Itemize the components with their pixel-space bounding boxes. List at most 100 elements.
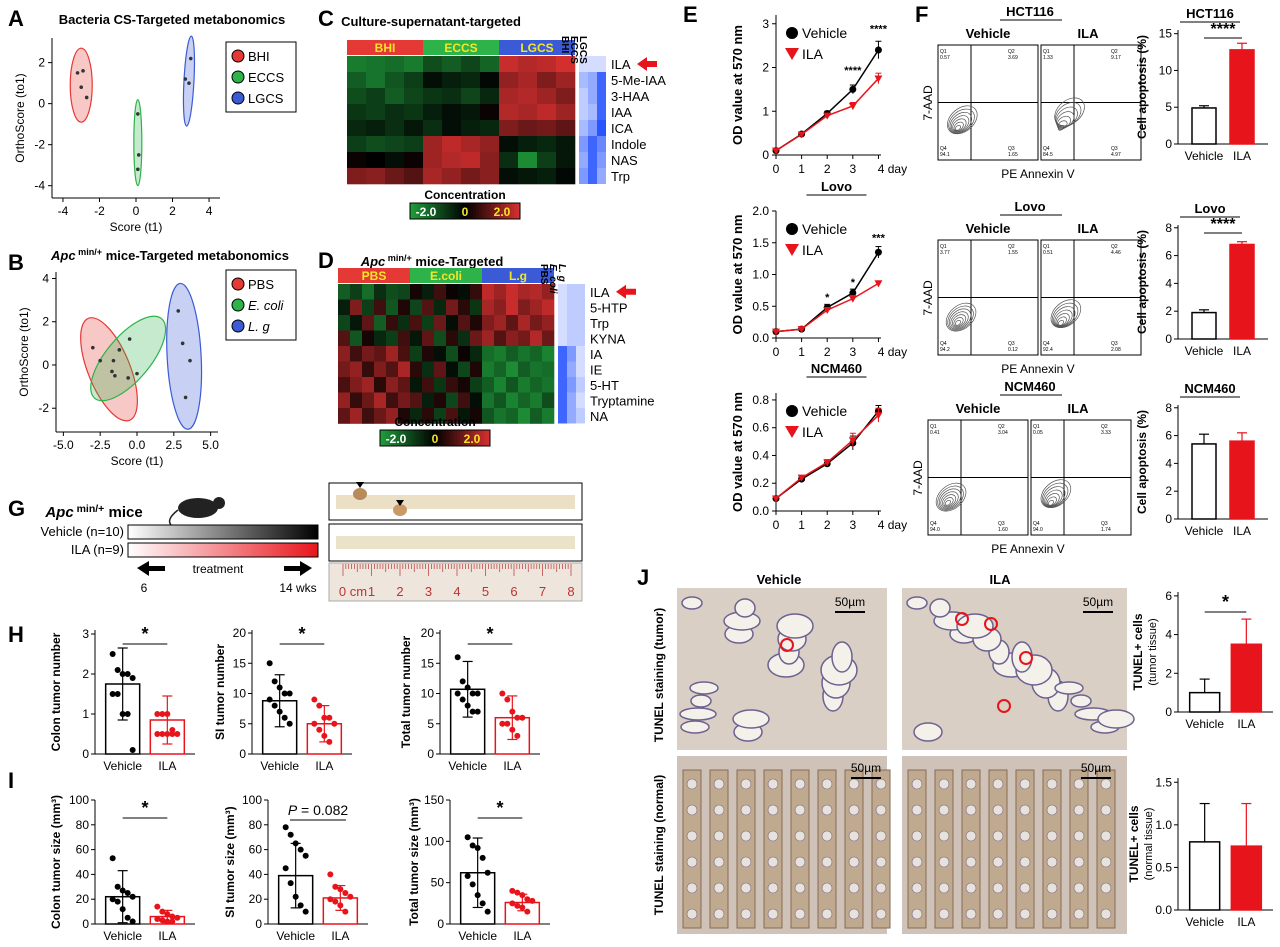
panel-c-title: Culture-supernatant-targeted bbox=[341, 14, 521, 29]
data-point bbox=[114, 667, 121, 673]
significance-label: * bbox=[141, 624, 148, 644]
goblet-cell bbox=[713, 856, 725, 868]
heat-cell bbox=[458, 361, 471, 378]
heat-cell bbox=[410, 408, 423, 424]
ruler-label: 2 bbox=[396, 584, 403, 599]
data-point bbox=[337, 886, 344, 893]
legend-label: LGCS bbox=[248, 91, 284, 106]
heat-cell bbox=[423, 88, 443, 105]
goblet-cell bbox=[1019, 804, 1031, 816]
heat-cell bbox=[480, 72, 500, 89]
panel-i-chart-0: 0 20 40 60 80 100 Vehicle ILA Colon tumor size (… bbox=[49, 793, 195, 943]
data-point bbox=[321, 714, 328, 721]
heat-cell bbox=[461, 152, 481, 169]
goblet-cell bbox=[848, 882, 860, 894]
bar bbox=[1188, 691, 1221, 713]
heat-cell bbox=[482, 299, 495, 316]
goblet-cell bbox=[1019, 778, 1031, 790]
y-axis-label: OD value at 570 nm bbox=[730, 215, 745, 335]
heat-cell bbox=[350, 392, 363, 409]
heat-cell bbox=[410, 330, 423, 347]
side-cell bbox=[597, 152, 606, 168]
data-point bbox=[509, 726, 516, 733]
scale-border bbox=[379, 429, 491, 447]
y-tick-label: 15 bbox=[1159, 27, 1173, 41]
arrow-right-icon bbox=[284, 561, 312, 576]
group-label: ILA (n=9) bbox=[71, 542, 124, 557]
x-tick-label: -2.5 bbox=[90, 438, 111, 452]
heat-cell bbox=[506, 315, 519, 331]
heat-cell bbox=[434, 392, 447, 409]
goblet-cell bbox=[1046, 882, 1058, 894]
heat-cell bbox=[442, 168, 462, 185]
data-point bbox=[823, 112, 832, 120]
row-label: IAA bbox=[611, 105, 632, 120]
bar-title: HCT116 bbox=[1186, 6, 1234, 21]
heat-cell bbox=[374, 408, 387, 424]
quadrant-value: 94.0 bbox=[1033, 527, 1043, 533]
data-point bbox=[169, 731, 176, 737]
heat-cell bbox=[506, 392, 519, 409]
data-point bbox=[164, 711, 171, 717]
heat-cell bbox=[385, 120, 405, 137]
y-tick-label: 0.0 bbox=[1155, 903, 1172, 917]
side-cell bbox=[558, 284, 567, 300]
data-point bbox=[316, 726, 323, 733]
data-point bbox=[797, 326, 806, 334]
data-point bbox=[183, 395, 188, 400]
bar bbox=[1188, 841, 1221, 911]
y-tick-label: 3 bbox=[82, 627, 89, 641]
y-tick-label: 0 bbox=[762, 148, 769, 162]
heat-cell bbox=[480, 88, 500, 105]
contour-ring bbox=[950, 311, 969, 329]
side-cell bbox=[567, 361, 576, 377]
group-label: Vehicle (n=10) bbox=[41, 524, 124, 539]
tunel-positive-marker bbox=[780, 638, 794, 652]
tunel-positive-marker bbox=[984, 617, 998, 631]
ruler-label: 7 bbox=[539, 584, 546, 599]
data-point bbox=[188, 56, 193, 61]
panel-letter-j: J bbox=[637, 565, 649, 590]
heat-cell bbox=[458, 299, 471, 316]
heat-cell bbox=[434, 315, 447, 331]
side-cell bbox=[579, 136, 588, 152]
contour-ring bbox=[951, 314, 967, 328]
scale-cell bbox=[509, 203, 513, 219]
data-point bbox=[474, 844, 481, 851]
x-tick-label: 4 day bbox=[878, 345, 907, 359]
data-point bbox=[266, 696, 273, 703]
row-label: NAS bbox=[611, 153, 638, 168]
heat-cell bbox=[434, 377, 447, 393]
goblet-cell bbox=[1073, 856, 1085, 868]
data-point bbox=[187, 81, 191, 85]
x-tick-label: Vehicle bbox=[448, 759, 487, 773]
panel-i-chart-2: 0 50 100 150 Vehicle ILA Total tumor size (mm³… bbox=[407, 793, 550, 943]
side-cell bbox=[558, 361, 567, 377]
heat-cell bbox=[470, 346, 483, 362]
data-point bbox=[271, 678, 278, 685]
scale-cell bbox=[421, 430, 425, 446]
group-label: LGCS bbox=[520, 41, 553, 55]
y-tick-label: 0.5 bbox=[752, 299, 769, 313]
heat-cell bbox=[442, 152, 462, 169]
data-point bbox=[849, 289, 857, 297]
scale-cell bbox=[487, 430, 491, 446]
heat-cell bbox=[362, 377, 375, 393]
panel-j-bar-normal: 0.0 0.5 1.0 1.5 Vehicle ILA TUNEL+ cells (norma… bbox=[1127, 775, 1273, 929]
goblet-cell bbox=[992, 908, 1004, 920]
heat-cell bbox=[404, 120, 424, 137]
scale-cell bbox=[487, 203, 491, 219]
heat-cell bbox=[458, 330, 471, 347]
panel-letter-g: G bbox=[8, 496, 25, 521]
contour-ring bbox=[1043, 486, 1066, 508]
x-tick-label: ILA bbox=[1233, 149, 1251, 163]
y-tick-label: 0.5 bbox=[1155, 860, 1172, 874]
y-axis-label: Total tumor size (mm³) bbox=[407, 798, 421, 926]
data-point bbox=[772, 147, 780, 155]
data-point bbox=[159, 908, 166, 915]
y-tick-label: 10 bbox=[233, 687, 247, 701]
row-label: 5-HTP bbox=[590, 300, 628, 315]
heat-cell bbox=[398, 299, 411, 316]
heat-cell bbox=[434, 346, 447, 362]
contour-ring bbox=[1054, 97, 1085, 127]
